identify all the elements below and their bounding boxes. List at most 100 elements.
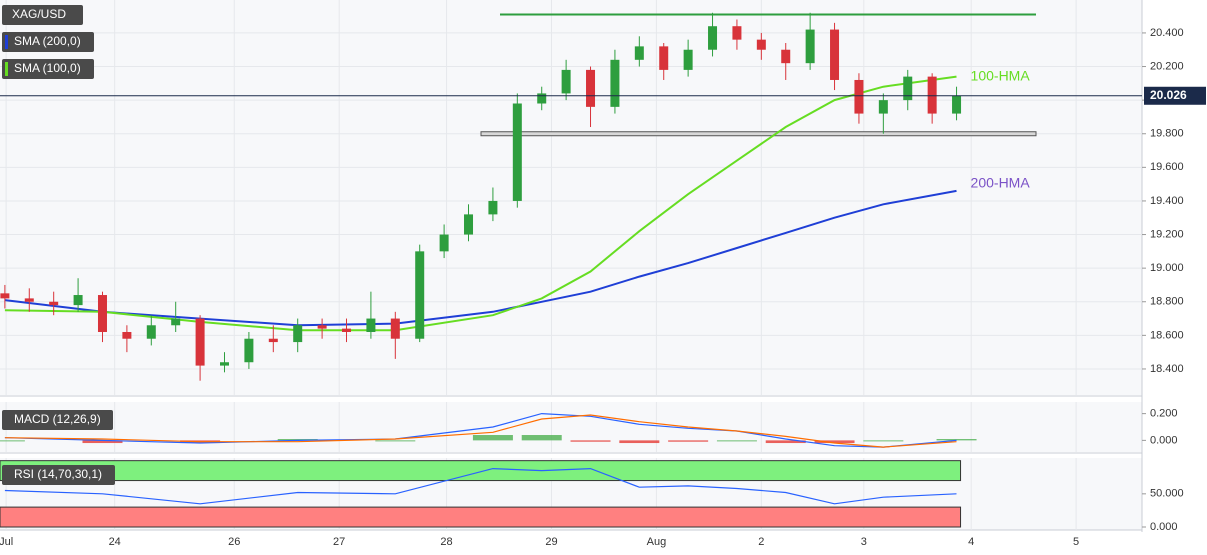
candle-body [708,26,718,50]
x-tick-label: 5 [1073,536,1079,548]
macd-histogram [765,440,806,444]
candle-body [537,93,547,104]
candle-body [952,95,962,114]
candle-body [683,49,693,70]
candle-body [24,298,34,302]
macd-histogram [668,440,709,442]
rsi-line [4,467,957,505]
candle-body [97,295,107,332]
price-tag-label: 20.026 [1150,88,1187,102]
candle-body [293,325,303,343]
macd-histogram [619,440,660,444]
candle-body [219,362,229,366]
y-tick-label: 0.200 [1150,408,1178,420]
macd-histogram [863,440,904,442]
candle-body [805,29,815,64]
y-tick-label: 19.000 [1150,262,1184,274]
candle-body [610,59,620,107]
y-tick-label: 18.600 [1150,329,1184,341]
candle-body [512,103,522,201]
legend-label: SMA (100,0) [14,61,81,75]
macd-histogram [82,440,123,444]
line-series [4,75,957,332]
candle-body [659,46,669,70]
x-tick-label: 27 [333,536,345,548]
candle-body [122,331,132,339]
macd-histogram [277,439,318,441]
candle-body [634,46,644,60]
legend-box [2,32,94,52]
legend-box [2,465,115,485]
x-tick-label: 26 [228,536,240,548]
legend-label: SMA (200,0) [14,34,81,48]
indicator-label: RSI (14,70,30,1) [14,467,102,481]
legend: XAG/USD SMA (200,0) SMA (100,0) MACD (12… [2,5,115,485]
macd-histogram [472,435,513,441]
macd-histogram [936,439,977,441]
signal-line [4,414,957,448]
candle-body [756,39,766,50]
candle-body [586,69,596,107]
y-tick-label: 20.400 [1150,27,1184,39]
candle-body [854,79,864,114]
x-tick-label: Aug [647,536,667,548]
symbol: XAG/USD [12,7,66,21]
candle-body [268,338,278,343]
x-tick-label: 29 [545,536,557,548]
x-tick-label: 24 [109,536,121,548]
x-tick-label: 4 [968,536,974,548]
price-tag [1144,86,1206,105]
candle-body [732,26,742,40]
x-tick-label: Jul [0,536,13,548]
candle-body [878,100,888,114]
oversold-zone [0,506,962,528]
candle-body [366,318,376,332]
candle-body [317,325,327,329]
candle-body [781,49,791,64]
legend-box [2,410,113,430]
macd-histogram [521,435,562,441]
candle-body [390,318,400,339]
candle-body [49,301,59,306]
overbought-zone [0,460,962,482]
macd-pane [0,402,1142,452]
x-tick-label: 3 [861,536,867,548]
support-zone [480,131,1037,137]
candle-body [195,318,205,366]
y-tick-label: 0.000 [1150,434,1178,446]
y-tick-label: 50.000 [1150,488,1184,500]
macd-histogram [375,440,416,442]
y-tick-label: 19.600 [1150,161,1184,173]
candle-body [439,234,449,252]
macd-histogram [814,440,855,444]
candle-body [171,318,181,326]
y-tick-label: 0.000 [1150,521,1178,533]
candle-body [464,214,474,235]
y-tick-label: 19.400 [1150,195,1184,207]
candle-body [561,69,571,94]
candle-body [342,328,352,332]
legend-swatch [5,62,8,76]
y-tick-label: 18.800 [1150,296,1184,308]
candle-body [415,251,425,339]
candle-body [73,295,83,306]
legend-box [2,5,83,25]
candle-body [903,76,913,101]
macd-histogram [0,440,25,442]
y-tick-label: 19.800 [1150,128,1184,140]
legend-swatch [5,35,8,49]
legend-box [2,59,94,79]
line-label: 100-HMA [971,67,1031,83]
candle-body [244,338,254,363]
candle-body [927,76,937,114]
macd-histogram [570,440,611,442]
line-label: 200-HMA [971,175,1031,191]
price-pane [0,0,1142,395]
macd-histogram [716,440,757,442]
y-tick-label: 19.200 [1150,228,1184,240]
x-tick-label: 28 [440,536,452,548]
line-series [4,189,957,327]
candle-body [0,293,10,299]
x-tick-label: 2 [758,536,764,548]
